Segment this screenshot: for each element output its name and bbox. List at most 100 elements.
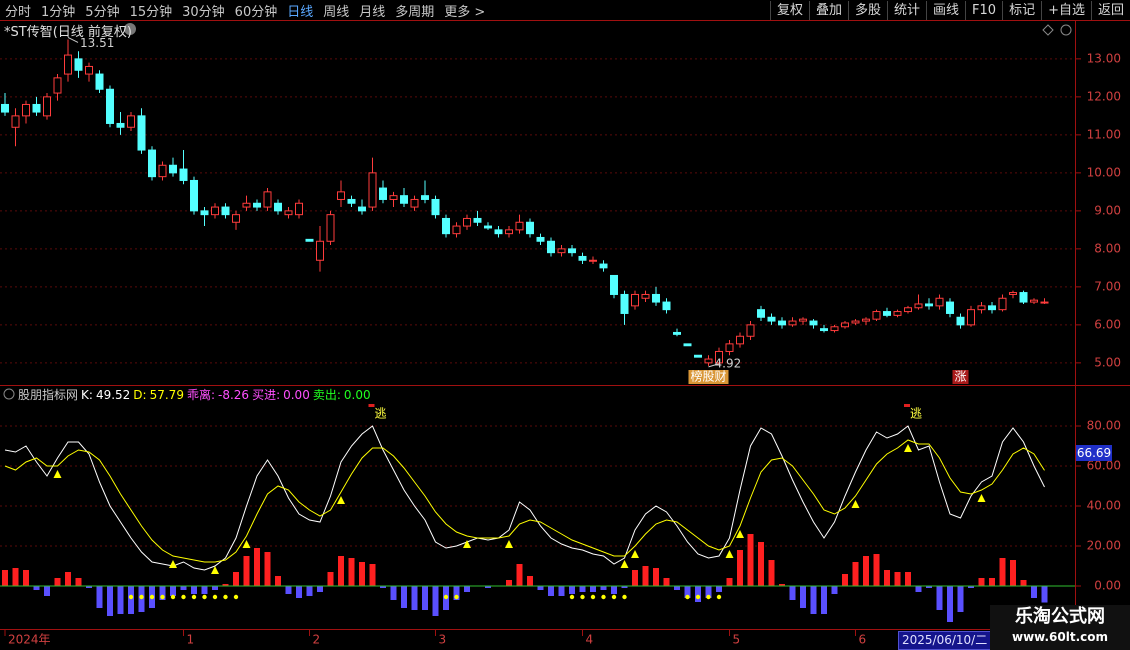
bias-bar (401, 586, 407, 608)
toolbar-item[interactable]: 30分钟 (182, 4, 225, 20)
candle-body (337, 191, 345, 200)
candle-body (274, 202, 282, 212)
signal-dot (233, 594, 239, 600)
toolbar-button[interactable]: 统计 (887, 0, 926, 20)
toolbar-button[interactable]: 画线 (926, 0, 965, 20)
bias-bar (978, 578, 985, 586)
watermark-name: 乐淘公式网 (1015, 606, 1105, 627)
bias-bar (411, 586, 418, 610)
signal-dot (611, 594, 617, 600)
bias-bar (285, 586, 292, 594)
candle-body (620, 293, 629, 314)
toolbar-item[interactable]: 周线 (323, 4, 350, 20)
bias-bar (96, 586, 103, 608)
toolbar-button[interactable]: 复权 (769, 0, 809, 20)
bias-bar (569, 586, 575, 594)
candle-body (64, 54, 72, 75)
toolbar-button[interactable]: +自选 (1041, 0, 1091, 20)
candle-body (232, 214, 240, 223)
toolbar-item[interactable]: 5分钟 (85, 4, 120, 20)
bias-bar (75, 578, 82, 586)
dropdown-icon[interactable] (124, 23, 136, 35)
toolbar-button[interactable]: 标记 (1002, 0, 1041, 20)
bias-bar (810, 586, 817, 614)
bias-bar (33, 586, 40, 590)
bias-bar (947, 586, 953, 622)
toolbar-item[interactable]: 60分钟 (234, 4, 278, 20)
bias-bar (957, 586, 964, 612)
candle-body (914, 303, 923, 309)
candle-body (358, 206, 366, 212)
toolbar-button[interactable]: 多股 (847, 0, 887, 20)
watermark-url: www.60lt.com (1011, 630, 1109, 644)
bias-bar (632, 570, 638, 586)
candle-body (431, 198, 440, 216)
bias-bar (831, 586, 838, 594)
toolbar-button[interactable]: F10 (965, 0, 1002, 20)
y-tick-label: 9.00 (1094, 203, 1121, 217)
signal-dot (454, 594, 459, 600)
bias-bar (359, 562, 365, 586)
signal-dot (580, 594, 585, 600)
candle-body (305, 238, 314, 242)
toolbar-item[interactable]: 多周期 (395, 4, 435, 20)
signal-dot (569, 594, 575, 600)
bias-bar (768, 560, 775, 586)
toolbar-button[interactable]: 叠加 (808, 0, 848, 20)
candle-body (32, 103, 41, 113)
x-tick-label: 2024年 (8, 633, 51, 647)
bias-bar (653, 568, 659, 586)
candle-body (379, 187, 387, 200)
bias-bar (548, 586, 554, 596)
candle-body (578, 255, 587, 261)
toolbar-item[interactable]: 更多 > (444, 4, 486, 20)
legend-value: 49.52 (95, 388, 131, 402)
candle-body (326, 214, 335, 242)
toolbar-item[interactable]: 月线 (359, 4, 386, 20)
icon[interactable] (1060, 24, 1072, 36)
bias-bar (170, 586, 176, 596)
bias-bar (390, 586, 397, 600)
bias-bar (369, 564, 376, 586)
candle-body (809, 320, 818, 326)
toolbar: 分时 1分钟 5分钟 15分钟 30分钟 60分钟 日线 周线 月线 多周期 更多 > (0, 0, 490, 20)
toolbar-button[interactable]: 返回 (1090, 0, 1130, 20)
y-tick-label: 11.00 (1087, 127, 1121, 141)
toolbar-item[interactable]: 分时 (5, 4, 32, 20)
icon[interactable] (1042, 24, 1054, 36)
y-tick-label: 5.00 (1094, 355, 1121, 369)
candle-body (872, 311, 881, 320)
buy-marker (736, 530, 744, 538)
signal-dot (160, 594, 165, 600)
candle-body (778, 320, 786, 326)
y-tick-label: 60.00 (1087, 459, 1121, 473)
candle-body (998, 297, 1007, 311)
y-tick-label: 13.00 (1087, 51, 1121, 65)
bias-bar (999, 558, 1006, 586)
dropdown-icon[interactable] (3, 388, 15, 400)
signal-dot (212, 594, 218, 600)
bias-bar (747, 534, 754, 586)
candle-body (410, 198, 419, 208)
toolbar-item[interactable]: 1分钟 (41, 4, 76, 20)
bias-bar (527, 576, 533, 586)
candle-body (494, 229, 503, 235)
candle-body (95, 73, 104, 90)
candle-body (746, 324, 755, 337)
bias-bar (600, 586, 607, 590)
bias-bar (705, 586, 712, 598)
bias-bar (516, 564, 523, 586)
tag-box (688, 370, 729, 384)
toolbar-item[interactable]: 日线 (287, 4, 314, 20)
buy-marker (211, 566, 219, 574)
candle-body (1030, 299, 1038, 303)
candle-body (988, 305, 996, 311)
bias-bar (275, 576, 281, 586)
bias-bar (1010, 560, 1016, 586)
candle-body (788, 320, 797, 326)
toolbar-item[interactable]: 15分钟 (129, 4, 173, 20)
bias-bar (180, 586, 187, 590)
bias-bar (296, 586, 302, 598)
x-tick-label: 4 (586, 633, 594, 647)
candle-body (158, 164, 167, 178)
